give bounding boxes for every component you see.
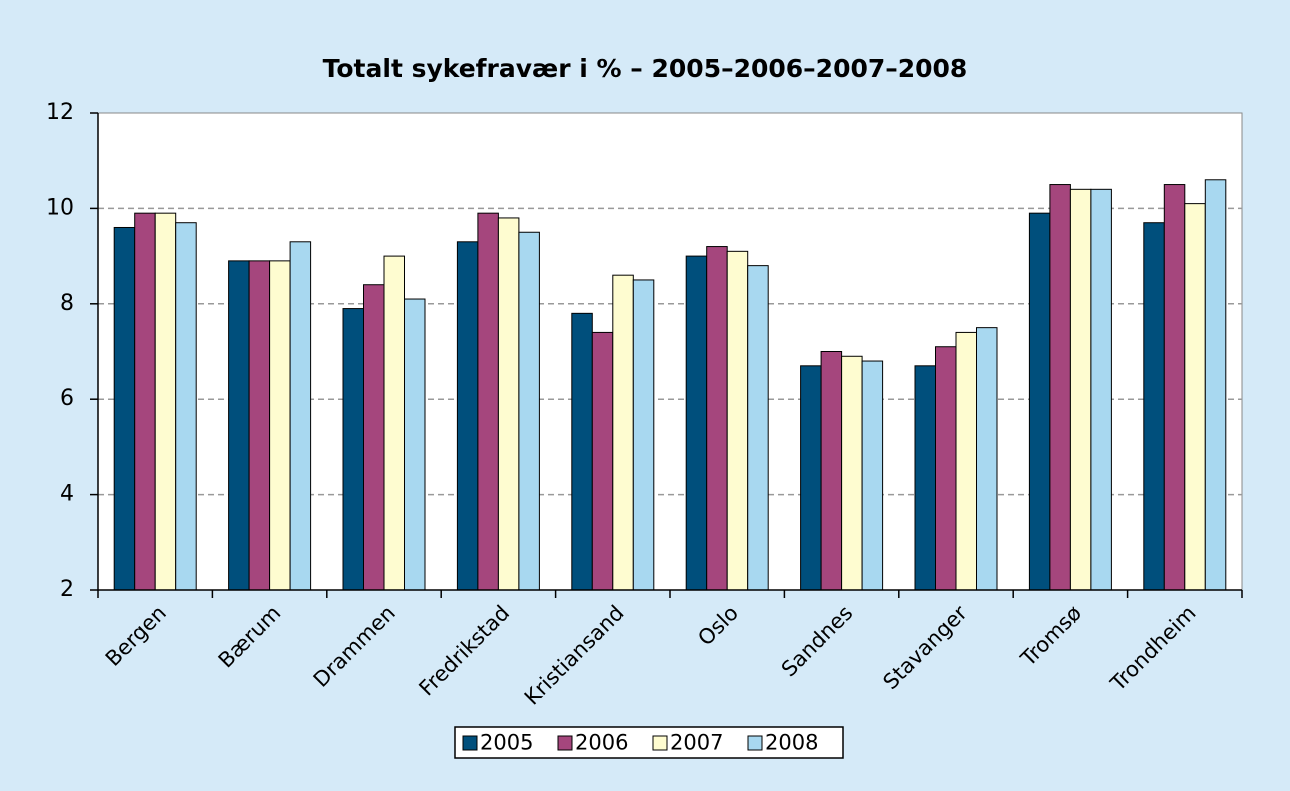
legend-swatch — [557, 735, 573, 751]
bar — [1049, 184, 1071, 591]
bar — [955, 331, 977, 591]
y-tick-label: 12 — [46, 100, 74, 125]
legend-label: 2008 — [765, 731, 818, 755]
bar — [571, 312, 593, 591]
legend-label: 2005 — [480, 731, 533, 755]
bar — [269, 260, 291, 591]
bar — [1143, 222, 1165, 591]
bar — [1069, 188, 1092, 591]
bar — [363, 284, 385, 591]
bar — [800, 365, 822, 591]
y-tick-label: 4 — [60, 482, 74, 507]
bar — [1204, 179, 1227, 591]
y-tick-label: 10 — [46, 195, 74, 220]
bar — [289, 241, 312, 591]
bar — [591, 331, 614, 591]
bar — [477, 212, 499, 591]
bar — [154, 212, 177, 591]
legend-swatch — [747, 735, 763, 751]
bar — [820, 351, 843, 591]
legend — [454, 726, 844, 759]
bar — [914, 365, 936, 591]
bar — [497, 217, 520, 591]
bar — [632, 279, 655, 591]
bar — [1028, 212, 1051, 591]
bar — [706, 246, 728, 591]
bar — [612, 274, 634, 591]
bar — [456, 241, 479, 591]
bar — [404, 298, 426, 591]
bar — [1184, 203, 1206, 591]
bar — [747, 265, 769, 591]
bar — [841, 355, 863, 591]
bar — [861, 360, 884, 591]
bar — [248, 260, 271, 591]
bar — [228, 260, 250, 591]
bar — [1090, 188, 1112, 591]
y-tick-label: 6 — [60, 386, 74, 411]
legend-label: 2007 — [670, 731, 723, 755]
bar — [1163, 184, 1186, 591]
bar — [134, 212, 156, 591]
bar — [976, 327, 998, 591]
y-tick-label: 8 — [60, 291, 74, 316]
bar — [342, 308, 364, 591]
legend-swatch — [462, 735, 478, 751]
bar — [383, 255, 405, 591]
bar — [935, 346, 957, 591]
bar — [685, 255, 708, 591]
bar — [113, 226, 136, 591]
y-tick-label: 2 — [60, 577, 74, 602]
legend-swatch — [652, 735, 668, 751]
bar — [518, 231, 540, 591]
legend-label: 2006 — [575, 731, 628, 755]
bar — [175, 222, 197, 591]
chart-title: Totalt sykefravær i % – 2005–2006–2007–2… — [323, 54, 968, 83]
bar — [726, 250, 749, 591]
